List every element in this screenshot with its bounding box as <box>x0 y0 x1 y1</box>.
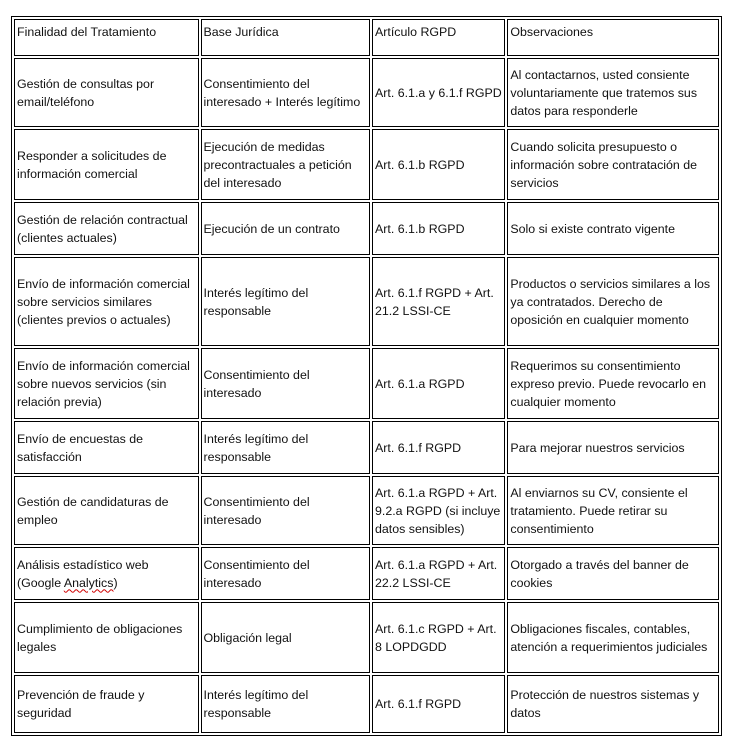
table-row: Envío de información comercial sobre nue… <box>14 348 719 419</box>
finalidad-cell: Prevención de fraude y seguridad <box>14 675 199 733</box>
table-row: Responder a solicitudes de información c… <box>14 129 719 200</box>
finalidad-cell: Responder a solicitudes de información c… <box>14 129 199 200</box>
observaciones-cell: Solo si existe contrato vigente <box>507 202 719 255</box>
base-juridica-cell: Consentimiento del interesado <box>200 476 370 545</box>
observaciones-cell: Protección de nuestros sistemas y datos <box>507 675 719 733</box>
header-cell: Finalidad del Tratamiento <box>14 19 199 56</box>
articulo-cell: Art. 6.1.f RGPD <box>372 675 506 733</box>
finalidad-cell: Gestión de consultas por email/teléfono <box>14 58 199 127</box>
header-cell: Base Jurídica <box>200 19 370 56</box>
finalidad-cell: Cumplimiento de obligaciones legales <box>14 602 199 673</box>
table-row: Análisis estadístico web (Google Analyti… <box>14 547 719 600</box>
base-juridica-cell: Interés legítimo del responsable <box>200 675 370 733</box>
articulo-cell: Art. 6.1.c RGPD + Art. 8 LOPDGDD <box>372 602 506 673</box>
observaciones-cell: Al enviarnos su CV, consiente el tratami… <box>507 476 719 545</box>
articulo-cell: Art. 6.1.a y 6.1.f RGPD <box>372 58 506 127</box>
header-cell: Observaciones <box>507 19 719 56</box>
base-juridica-cell: Consentimiento del interesado <box>200 547 370 600</box>
finalidad-cell: Envío de encuestas de satisfacción <box>14 421 199 474</box>
table-row: Prevención de fraude y seguridad Interés … <box>14 675 719 733</box>
base-juridica-cell: Consentimiento del interesado + Interés … <box>200 58 370 127</box>
table-row: Gestión de consultas por email/teléfono C… <box>14 58 719 127</box>
table-row: Gestión de candidaturas de empleo Consent… <box>14 476 719 545</box>
observaciones-cell: Requerimos su consentimiento expreso pre… <box>507 348 719 419</box>
header-cell: Artículo RGPD <box>372 19 506 56</box>
finalidad-cell: Envío de información comercial sobre nue… <box>14 348 199 419</box>
observaciones-cell: Para mejorar nuestros servicios <box>507 421 719 474</box>
base-juridica-cell: Ejecución de un contrato <box>200 202 370 255</box>
observaciones-cell: Obligaciones fiscales, contables, atenci… <box>507 602 719 673</box>
finalidad-cell: Gestión de candidaturas de empleo <box>14 476 199 545</box>
table-row: Gestión de relación contractual (cliente… <box>14 202 719 255</box>
articulo-cell: Art. 6.1.a RGPD + Art. 22.2 LSSI-CE <box>372 547 506 600</box>
table-row: Cumplimiento de obligaciones legales Obli… <box>14 602 719 673</box>
observaciones-cell: Cuando solicita presupuesto o informació… <box>507 129 719 200</box>
finalidad-cell: Envío de información comercial sobre ser… <box>14 257 199 346</box>
articulo-cell: Art. 6.1.a RGPD + Art. 9.2.a RGPD (si in… <box>372 476 506 545</box>
observaciones-cell: Al contactarnos, usted consiente volunta… <box>507 58 719 127</box>
observaciones-cell: Productos o servicios similares a los ya… <box>507 257 719 346</box>
articulo-cell: Art. 6.1.a RGPD <box>372 348 506 419</box>
finalidad-cell: Gestión de relación contractual (cliente… <box>14 202 199 255</box>
articulo-cell: Art. 6.1.f RGPD <box>372 421 506 474</box>
spellcheck-word: Analytics <box>63 575 114 590</box>
cell-text: Análisis estadístico web (Google <box>17 557 149 590</box>
cell-text: ) <box>113 575 118 590</box>
base-juridica-cell: Obligación legal <box>200 602 370 673</box>
base-juridica-cell: Interés legítimo del responsable <box>200 421 370 474</box>
articulo-cell: Art. 6.1.b RGPD <box>372 202 506 255</box>
observaciones-cell: Otorgado a través del banner de cookies <box>507 547 719 600</box>
base-juridica-cell: Consentimiento del interesado <box>200 348 370 419</box>
articulo-cell: Art. 6.1.b RGPD <box>372 129 506 200</box>
data-processing-table: Finalidad del Tratamiento Base Jurídica … <box>11 16 722 736</box>
finalidad-cell: Análisis estadístico web (Google Analyti… <box>14 547 199 600</box>
base-juridica-cell: Interés legítimo del responsable <box>200 257 370 346</box>
header-row: Finalidad del Tratamiento Base Jurídica … <box>14 19 719 56</box>
base-juridica-cell: Ejecución de medidas precontractuales a … <box>200 129 370 200</box>
articulo-cell: Art. 6.1.f RGPD + Art. 21.2 LSSI-CE <box>372 257 506 346</box>
table-row: Envío de encuestas de satisfacción Interé… <box>14 421 719 474</box>
table-row: Envío de información comercial sobre ser… <box>14 257 719 346</box>
